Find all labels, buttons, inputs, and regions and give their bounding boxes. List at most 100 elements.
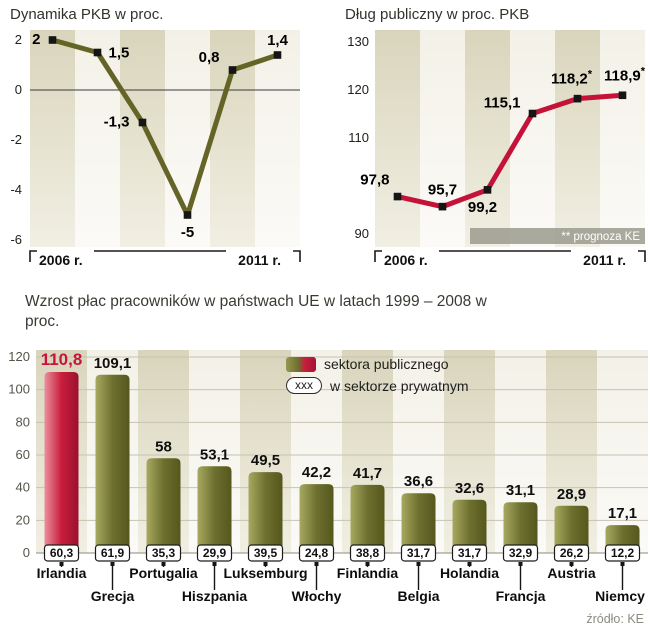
ytick-label: 0 [23, 545, 30, 560]
data-point-marker [183, 211, 192, 219]
ytick-label: 100 [8, 382, 30, 397]
country-label: Grecja [91, 588, 135, 604]
value-label: -1,3 [104, 114, 130, 131]
wages-bar-chart: 120 100 80 60 40 20 0 110,8 60,3 Irlandia 109,1 61,… [8, 349, 648, 604]
bg-stripe [255, 30, 300, 247]
bg-stripe [465, 30, 510, 247]
private-value-label: 32,9 [509, 546, 533, 560]
axis-bracket-right [293, 250, 301, 262]
bar-value-label: 58 [155, 438, 172, 455]
data-point-marker [48, 36, 57, 44]
country-label: Luksemburg [223, 565, 307, 581]
bar-hiszpania [197, 466, 232, 553]
private-value-box [196, 544, 233, 562]
data-point-marker [393, 192, 402, 201]
country-label: Austria [547, 565, 595, 581]
bar-value-label: 49,5 [251, 452, 280, 469]
bar-austria [554, 505, 589, 553]
private-value-label: 61,9 [101, 546, 125, 560]
xaxis-end-label: 2011 r. [238, 252, 281, 268]
value-label: 115,1 [484, 95, 521, 112]
bar-value-label: 42,2 [302, 464, 331, 481]
forecast-note-band [470, 228, 645, 244]
bg-stripe [420, 30, 465, 247]
bar-value-label: 28,9 [557, 486, 586, 503]
legend-public-label: sektora publicznego [324, 356, 449, 372]
label-tick [467, 562, 472, 566]
label-tick [314, 562, 319, 566]
wages-chart-title: Wzrost płac pracowników w państwach UE w… [25, 293, 487, 331]
country-label: Belgia [397, 588, 439, 604]
bg-stripe [555, 30, 600, 247]
private-value-label: 35,3 [152, 546, 176, 560]
data-point-marker [273, 51, 282, 59]
private-sector-pill: xxx [286, 377, 322, 394]
bar-francja [503, 502, 538, 553]
bar-value-label: 110,8 [41, 350, 83, 369]
debt-line-chart: 130 120 110 90 ** prognoza KE 97,8 95,7 99,2 115… [347, 30, 646, 268]
data-point-marker [438, 202, 447, 211]
ytick-label: -6 [10, 232, 22, 247]
private-value-box [43, 544, 80, 562]
gdp-chart-title: Dynamika PKB w proc. [10, 6, 164, 23]
value-label: -5 [181, 224, 194, 241]
data-point-marker [228, 66, 237, 74]
private-value-label: 26,2 [560, 546, 584, 560]
country-label: Finlandia [337, 565, 399, 581]
private-value-box [451, 544, 488, 562]
private-value-label: 39,5 [254, 546, 278, 560]
bar-portugalia [146, 458, 181, 553]
bar-grecja [95, 374, 130, 553]
private-value-box [553, 544, 590, 562]
forecast-note: ** prognoza KE [561, 231, 640, 243]
source-credit: źródło: KE [586, 612, 644, 626]
bar-irlandia [44, 372, 79, 553]
legend-private-row: xxx w sektorze prywatnym [286, 377, 468, 394]
label-tick [212, 562, 217, 566]
bar-belgia [401, 493, 436, 553]
private-value-label: 38,8 [356, 546, 380, 560]
private-value-box [247, 544, 284, 562]
ytick-label: 40 [16, 480, 30, 495]
bg-stripe [75, 30, 120, 247]
legend-public-row: sektora publicznego [286, 356, 468, 372]
value-label: 0,8 [199, 49, 220, 66]
private-value-box [94, 544, 131, 562]
bg-stripe [120, 30, 165, 247]
bar-value-label: 36,6 [404, 473, 433, 490]
private-value-box [604, 544, 641, 562]
debt-chart-title: Dług publiczny w proc. PKB [345, 6, 530, 23]
label-tick [365, 562, 370, 566]
label-tick [569, 562, 574, 566]
bar-value-label: 17,1 [608, 505, 637, 522]
bar-value-label: 53,1 [200, 446, 229, 463]
country-label: Portugalia [129, 565, 198, 581]
value-label: 1,4 [267, 32, 289, 49]
legend-private-label: w sektorze prywatnym [330, 377, 469, 394]
label-tick [620, 562, 625, 566]
ytick-label: 80 [16, 414, 30, 429]
bar-value-label: 109,1 [94, 355, 132, 372]
xaxis-end-label: 2011 r. [583, 252, 626, 268]
public-sector-swatch [286, 356, 316, 372]
label-tick [161, 562, 166, 566]
xaxis-start-label: 2006 r. [384, 252, 428, 268]
axis-bracket-right [638, 250, 646, 262]
country-label: Hiszpania [182, 588, 248, 604]
data-point-marker [138, 118, 147, 127]
bar-włochy [299, 484, 334, 553]
country-label: Francja [496, 588, 546, 604]
ytick-label: -4 [10, 182, 22, 197]
data-point-marker [618, 91, 627, 100]
ytick-label: -2 [10, 132, 22, 147]
private-value-label: 24,8 [305, 546, 329, 560]
ytick-label: 130 [347, 34, 369, 49]
ytick-label: 120 [8, 349, 30, 364]
country-label: Holandia [440, 565, 499, 581]
axis-bracket-left [374, 250, 382, 262]
private-value-box [298, 544, 335, 562]
bg-stripe [600, 30, 645, 247]
private-value-label: 29,9 [203, 546, 227, 560]
